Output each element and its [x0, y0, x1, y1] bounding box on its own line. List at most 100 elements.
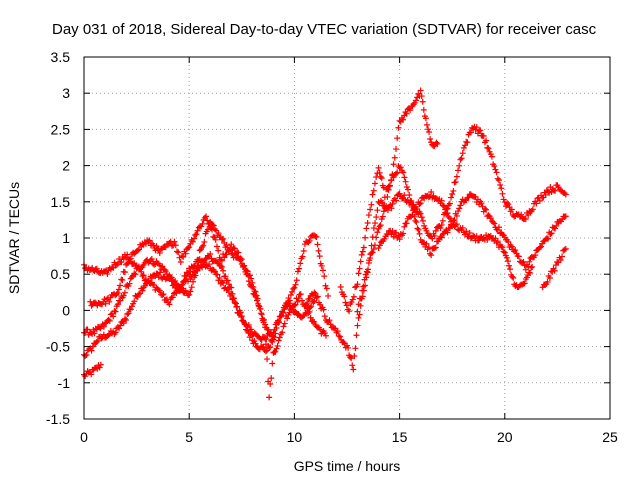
data-point	[306, 308, 313, 315]
data-point	[360, 283, 367, 290]
data-point	[291, 284, 298, 291]
data-point	[368, 201, 375, 208]
data-point	[335, 332, 342, 339]
data-point	[124, 311, 131, 318]
data-point	[169, 294, 176, 301]
data-point	[547, 231, 554, 238]
data-point	[189, 278, 196, 285]
data-point	[543, 235, 550, 242]
data-point	[140, 272, 147, 279]
data-point	[98, 335, 105, 342]
data-point	[192, 272, 199, 279]
data-point	[460, 144, 467, 151]
data-point	[110, 313, 117, 320]
data-point	[352, 345, 359, 352]
data-point	[320, 306, 327, 313]
x-tick-labels: 0 5 10 15 20 25	[80, 429, 618, 445]
plot-frame	[83, 56, 611, 420]
data-point	[189, 238, 196, 245]
data-point	[296, 265, 303, 272]
data-point	[361, 276, 368, 283]
data-point	[100, 323, 107, 330]
data-point	[354, 281, 361, 288]
data-point	[377, 222, 384, 229]
data-point	[118, 259, 125, 266]
data-point	[220, 267, 227, 274]
data-point	[245, 321, 252, 328]
data-point	[203, 213, 210, 220]
series-track-10	[539, 245, 569, 291]
data-point	[510, 274, 517, 281]
data-point	[279, 329, 286, 336]
data-point	[381, 235, 388, 242]
data-point	[126, 256, 133, 263]
data-point	[237, 255, 244, 262]
x-tick-label: 15	[392, 429, 408, 445]
data-point	[272, 348, 279, 355]
x-axis-label: GPS time / hours	[294, 458, 401, 474]
data-point	[258, 311, 265, 318]
data-point	[182, 250, 189, 257]
y-tick-label: 2.5	[51, 121, 71, 137]
data-point	[384, 207, 391, 214]
data-point	[268, 375, 275, 382]
data-point	[354, 322, 361, 329]
data-point	[255, 300, 262, 307]
data-point	[488, 153, 495, 160]
data-point	[358, 251, 365, 258]
data-point	[186, 244, 193, 251]
data-point	[114, 301, 121, 308]
data-point	[350, 366, 357, 373]
data-point	[315, 247, 322, 254]
data-point	[369, 191, 376, 198]
data-point	[419, 217, 426, 224]
data-point	[396, 190, 403, 197]
data-point	[250, 290, 257, 297]
data-point	[159, 263, 166, 270]
data-point	[93, 265, 100, 272]
data-point	[214, 271, 221, 278]
data-point	[207, 251, 214, 258]
data-point	[126, 280, 133, 287]
data-point	[310, 299, 317, 306]
data-point	[561, 246, 568, 253]
axis-ticks	[83, 56, 611, 420]
data-point	[498, 185, 505, 192]
data-point	[481, 205, 488, 212]
data-point	[127, 255, 134, 262]
data-point	[438, 197, 445, 204]
data-point	[393, 197, 400, 204]
data-point	[166, 301, 173, 308]
data-point	[135, 291, 142, 298]
data-point	[342, 299, 349, 306]
data-point	[396, 236, 403, 243]
data-point	[300, 247, 307, 254]
data-point	[341, 293, 348, 300]
data-point	[274, 342, 281, 349]
data-point	[464, 139, 471, 146]
data-point	[379, 199, 386, 206]
data-point	[522, 266, 529, 273]
data-point	[453, 212, 460, 219]
data-point	[418, 93, 425, 100]
series-track-3	[81, 218, 329, 401]
data-point	[202, 256, 209, 263]
data-point	[327, 321, 334, 328]
data-point	[557, 257, 564, 264]
data-point	[168, 242, 175, 249]
data-point	[456, 205, 463, 212]
data-point	[303, 301, 310, 308]
data-point	[401, 174, 408, 181]
data-point	[105, 332, 112, 339]
data-point	[191, 235, 198, 242]
data-point	[444, 210, 451, 217]
data-point	[145, 238, 152, 245]
data-point	[386, 182, 393, 189]
data-point	[377, 173, 384, 180]
data-point	[123, 317, 130, 324]
data-point	[405, 186, 412, 193]
data-point	[492, 166, 499, 173]
data-point	[467, 129, 474, 136]
data-point	[536, 244, 543, 251]
